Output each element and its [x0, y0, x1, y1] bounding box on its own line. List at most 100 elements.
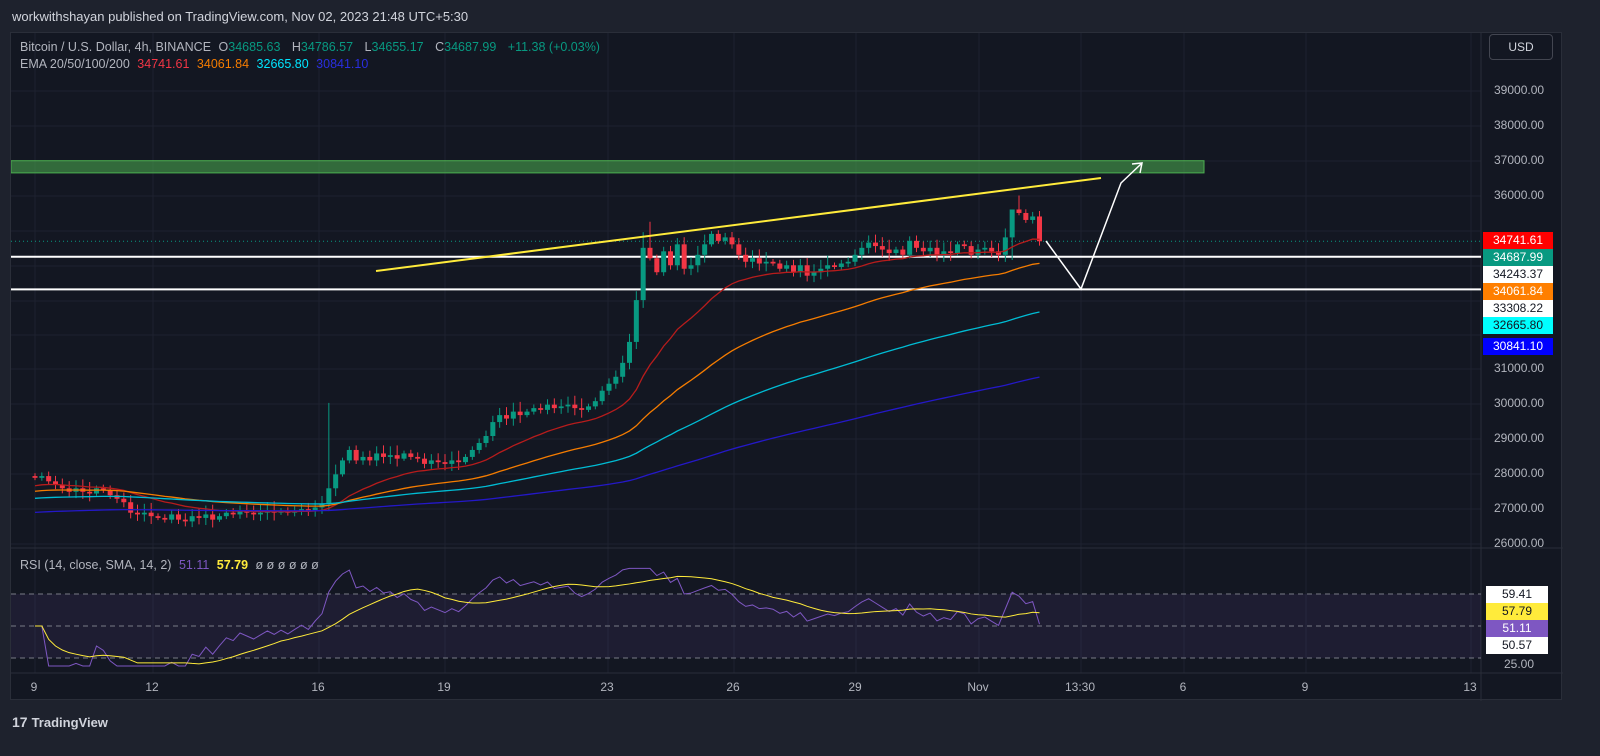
candle-body [94, 488, 99, 494]
candle-body [784, 265, 790, 269]
price-tick: 31000.00 [1494, 361, 1545, 375]
price-chart[interactable] [11, 33, 1563, 701]
price-tick: 29000.00 [1494, 431, 1545, 445]
candle-body [456, 460, 462, 463]
candle-body [579, 408, 585, 410]
candle-body [353, 449, 359, 461]
candle-body [763, 261, 769, 264]
candle-body [927, 247, 933, 252]
currency-button[interactable]: USD [1489, 34, 1553, 60]
candle-body [838, 263, 844, 267]
ema200-line [34, 376, 1040, 513]
candle-body [804, 265, 810, 276]
change-value: +11.38 (+0.03%) [507, 40, 600, 54]
low-label: L [364, 40, 372, 54]
candle-body [504, 415, 509, 419]
time-tick: Nov [967, 680, 989, 694]
rsi-value: 51.11 [178, 558, 210, 572]
symbol-title[interactable]: Bitcoin / U.S. Dollar, 4h, BINANCE [20, 40, 212, 54]
candle-body [770, 261, 776, 264]
candle-body [162, 517, 168, 520]
time-tick: 26 [726, 680, 740, 694]
candle-body [449, 460, 455, 464]
publish-info: workwithshayan published on TradingView.… [12, 9, 469, 24]
arrow-head-icon [1131, 162, 1143, 174]
candle-body [46, 476, 52, 482]
candle-body [299, 509, 304, 511]
candle-body [893, 249, 899, 254]
candle-body [661, 251, 667, 273]
candle-body [709, 233, 714, 245]
ema50-value: 34061.84 [196, 57, 250, 71]
candle-body [340, 460, 345, 475]
symbol-legend: Bitcoin / U.S. Dollar, 4h, BINANCE O3468… [20, 40, 604, 54]
time-tick: 13 [1463, 680, 1477, 694]
candle-body [586, 406, 591, 410]
ema20-line [34, 238, 1040, 513]
candle-body [32, 476, 38, 478]
price-label: 32665.80 [1483, 317, 1553, 334]
candle-body [886, 249, 892, 254]
ema-legend: EMA 20/50/100/200 34741.61 34061.84 3266… [20, 57, 372, 71]
time-tick: 16 [311, 680, 325, 694]
price-label: 34061.84 [1483, 283, 1553, 300]
chart-panel[interactable] [10, 32, 1563, 701]
candle-body [825, 265, 831, 269]
candle-body [442, 462, 448, 464]
brand-name: TradingView [31, 714, 108, 730]
rsi-title[interactable]: RSI (14, close, SMA, 14, 2) [20, 558, 172, 572]
candle-body [326, 488, 332, 504]
candle-body [39, 476, 45, 478]
candle-body [674, 244, 680, 266]
candle-body [100, 488, 106, 491]
candle-body [982, 247, 988, 250]
candle-body [654, 258, 660, 273]
candle-body [920, 247, 926, 252]
projection-arrow [1045, 163, 1142, 291]
candle-body [627, 341, 632, 363]
price-tick: 30000.00 [1494, 396, 1545, 410]
candle-body [196, 516, 202, 518]
rsi-legend: RSI (14, close, SMA, 14, 2) 51.11 57.79 … [20, 558, 323, 572]
price-tick: 28000.00 [1494, 466, 1545, 480]
candle-body [176, 514, 181, 520]
candle-body [859, 247, 865, 255]
candle-body [305, 509, 311, 511]
candle-body [873, 242, 878, 247]
rsi-sma-line [35, 575, 1040, 665]
close-value: 34687.99 [444, 40, 497, 54]
candle-body [681, 244, 687, 269]
rsi-line [35, 567, 1040, 667]
ema100-line [34, 311, 1040, 505]
candle-body [53, 481, 58, 485]
candle-body [900, 249, 906, 255]
candle-body [599, 390, 605, 402]
candle-body [128, 502, 134, 513]
candle-body [483, 436, 489, 443]
candle-body [948, 251, 954, 254]
candle-body [955, 244, 960, 254]
candle-body [572, 404, 578, 409]
candle-body [941, 251, 947, 255]
candle-body [367, 456, 373, 461]
price-label: 33308.22 [1483, 300, 1553, 317]
candle-body [394, 455, 400, 459]
candle-body [729, 237, 735, 245]
candle-body [702, 244, 708, 255]
candle-body [524, 411, 530, 416]
ema-title[interactable]: EMA 20/50/100/200 [20, 57, 130, 71]
candle-body [606, 383, 612, 391]
time-tick: 6 [1179, 680, 1187, 694]
candle-body [989, 247, 995, 252]
candle-body [750, 258, 755, 262]
rsi-label: 57.79 [1486, 603, 1548, 620]
rsi-label: 50.57 [1486, 637, 1548, 654]
candle-body [715, 233, 721, 241]
candle-body [1009, 209, 1015, 238]
ema20-value: 34741.61 [137, 57, 190, 71]
candle-body [148, 512, 154, 517]
candle-body [613, 376, 619, 384]
candle-body [476, 442, 482, 450]
candle-body [633, 300, 639, 342]
candle-body [640, 247, 646, 301]
